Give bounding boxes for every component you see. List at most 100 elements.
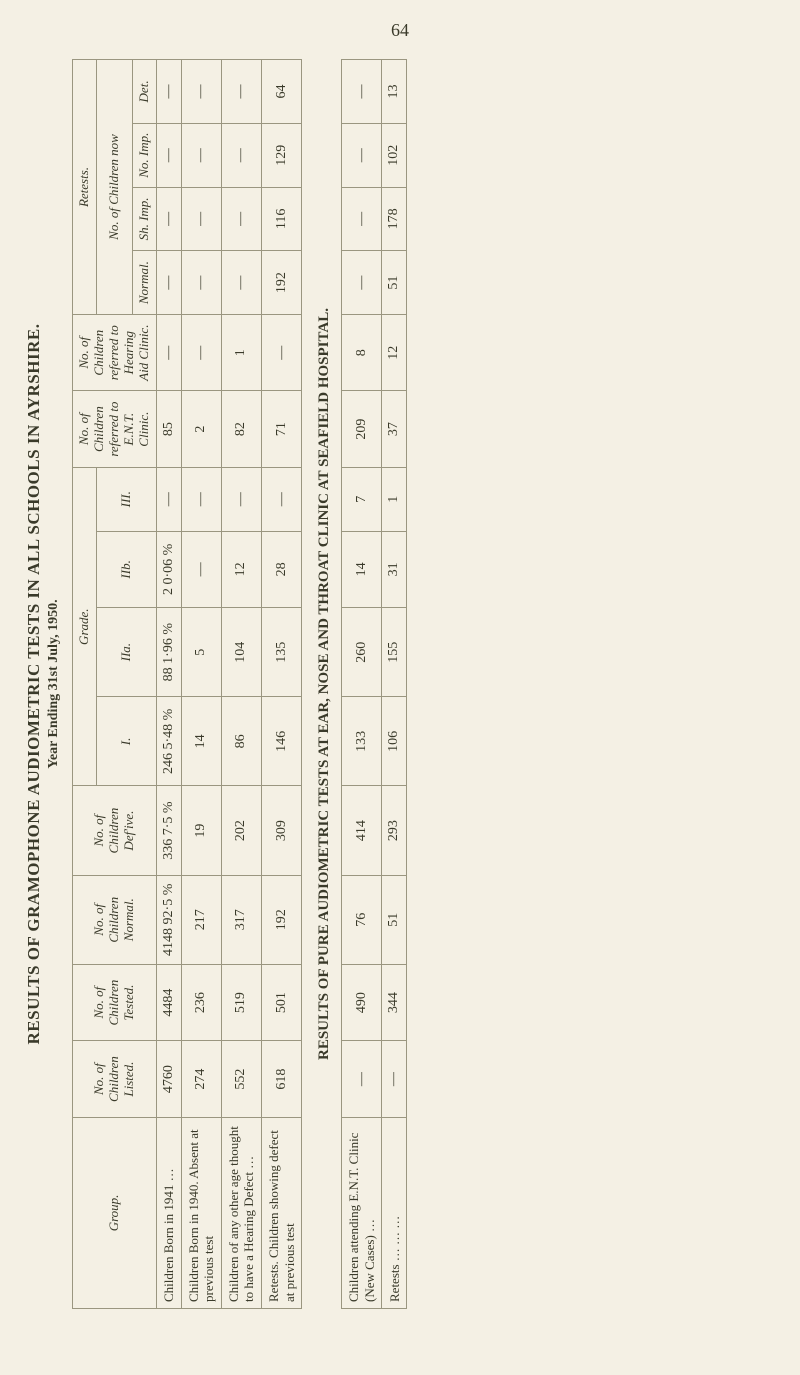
- cell: —: [221, 123, 261, 187]
- th-g2a: IIa.: [96, 608, 156, 697]
- cell: 146: [262, 697, 302, 786]
- cell: 19: [181, 786, 221, 875]
- cell: 5: [181, 608, 221, 697]
- cell: 192: [262, 251, 302, 315]
- cell: Retests … … …: [382, 1117, 407, 1308]
- th-hear: No. of Children referred to Hearing Aid …: [73, 314, 157, 390]
- cell: 71: [262, 391, 302, 467]
- th-resub: No. of Children now: [96, 60, 132, 315]
- cell: 155: [382, 608, 407, 697]
- page-number: 64: [20, 20, 780, 41]
- cell: 51: [382, 875, 407, 964]
- cell: 51: [382, 251, 407, 315]
- cell: —: [181, 531, 221, 607]
- cell: —: [342, 60, 382, 124]
- section2-table: Children attending E.N.T. Clinic (New Ca…: [341, 59, 407, 1309]
- cell: 209: [342, 391, 382, 467]
- cell: 14: [342, 531, 382, 607]
- cell: —: [181, 187, 221, 251]
- cell: 4484: [156, 964, 181, 1040]
- cell: —: [342, 1041, 382, 1117]
- cell: 202: [221, 786, 261, 875]
- cell: 2: [181, 391, 221, 467]
- th-re-sh: Sh. Imp.: [132, 187, 156, 251]
- cell: —: [156, 60, 181, 124]
- cell: 178: [382, 187, 407, 251]
- cell: 274: [181, 1041, 221, 1117]
- cell: —: [262, 467, 302, 531]
- cell: —: [156, 187, 181, 251]
- cell: 85: [156, 391, 181, 467]
- cell: 618: [262, 1041, 302, 1117]
- cell: 129: [262, 123, 302, 187]
- table-row: Retests … … … — 344 51 293 106 155 31 1 …: [382, 60, 407, 1309]
- th-grade: Grade.: [73, 467, 97, 786]
- cell: 82: [221, 391, 261, 467]
- cell: —: [262, 314, 302, 390]
- table-row: Children Born in 1940. Absent at previou…: [181, 60, 221, 1309]
- cell: 490: [342, 964, 382, 1040]
- cell: —: [181, 251, 221, 315]
- cell: —: [342, 187, 382, 251]
- th-re-det: Det.: [132, 60, 156, 124]
- cell: —: [221, 251, 261, 315]
- cell: 86: [221, 697, 261, 786]
- cell: 12: [221, 531, 261, 607]
- cell: 135: [262, 608, 302, 697]
- cell: 414: [342, 786, 382, 875]
- cell: 192: [262, 875, 302, 964]
- th-defive: No. of Children Def'ive.: [73, 786, 157, 875]
- cell: Children attending E.N.T. Clinic (New Ca…: [342, 1117, 382, 1308]
- cell: —: [156, 123, 181, 187]
- section2-title: RESULTS OF PURE AUDIOMETRIC TESTS AT EAR…: [316, 59, 333, 1309]
- cell: —: [221, 60, 261, 124]
- table-row: Children of any other age thought to hav…: [221, 60, 261, 1309]
- table-row: Children Born in 1941 … 4760 4484 4148 9…: [156, 60, 181, 1309]
- th-g3: III.: [96, 467, 156, 531]
- th-ent: No. of Children referred to E.N.T. Clini…: [73, 391, 157, 467]
- th-re-no: No. Imp.: [132, 123, 156, 187]
- cell: —: [156, 467, 181, 531]
- cell: 344: [382, 964, 407, 1040]
- cell: —: [156, 251, 181, 315]
- table-row: Retests. Children showing defect at prev…: [262, 60, 302, 1309]
- cell: 76: [342, 875, 382, 964]
- cell: 2 0·06 %: [156, 531, 181, 607]
- cell: 31: [382, 531, 407, 607]
- cell: 37: [382, 391, 407, 467]
- cell: 64: [262, 60, 302, 124]
- cell: 236: [181, 964, 221, 1040]
- cell: 133: [342, 697, 382, 786]
- cell: —: [342, 251, 382, 315]
- cell: 14: [181, 697, 221, 786]
- cell: 501: [262, 964, 302, 1040]
- cell: 13: [382, 60, 407, 124]
- cell: 8: [342, 314, 382, 390]
- th-re-norm: Normal.: [132, 251, 156, 315]
- cell: 104: [221, 608, 261, 697]
- table-row: Children attending E.N.T. Clinic (New Ca…: [342, 60, 382, 1309]
- cell: 4760: [156, 1041, 181, 1117]
- main-table: Group. No. of Children Listed. No. of Ch…: [72, 59, 302, 1309]
- cell: —: [221, 187, 261, 251]
- rotated-content: RESULTS OF GRAMOPHONE AUDIOMETRIC TESTS …: [20, 59, 780, 1309]
- th-normal: No. of Children Normal.: [73, 875, 157, 964]
- cell: Children of any other age thought to hav…: [221, 1117, 261, 1308]
- th-tested: No. of Children Tested.: [73, 964, 157, 1040]
- cell: 336 7·5 %: [156, 786, 181, 875]
- cell: Retests. Children showing defect at prev…: [262, 1117, 302, 1308]
- cell: 1: [221, 314, 261, 390]
- th-g1: I.: [96, 697, 156, 786]
- cell: —: [181, 467, 221, 531]
- cell: —: [382, 1041, 407, 1117]
- cell: —: [181, 314, 221, 390]
- cell: —: [342, 123, 382, 187]
- main-title: RESULTS OF GRAMOPHONE AUDIOMETRIC TESTS …: [24, 59, 44, 1309]
- th-retests: Retests.: [73, 60, 97, 315]
- cell: Children Born in 1940. Absent at previou…: [181, 1117, 221, 1308]
- cell: Children Born in 1941 …: [156, 1117, 181, 1308]
- th-g2b: IIb.: [96, 531, 156, 607]
- th-group: Group.: [73, 1117, 157, 1308]
- cell: 106: [382, 697, 407, 786]
- cell: 116: [262, 187, 302, 251]
